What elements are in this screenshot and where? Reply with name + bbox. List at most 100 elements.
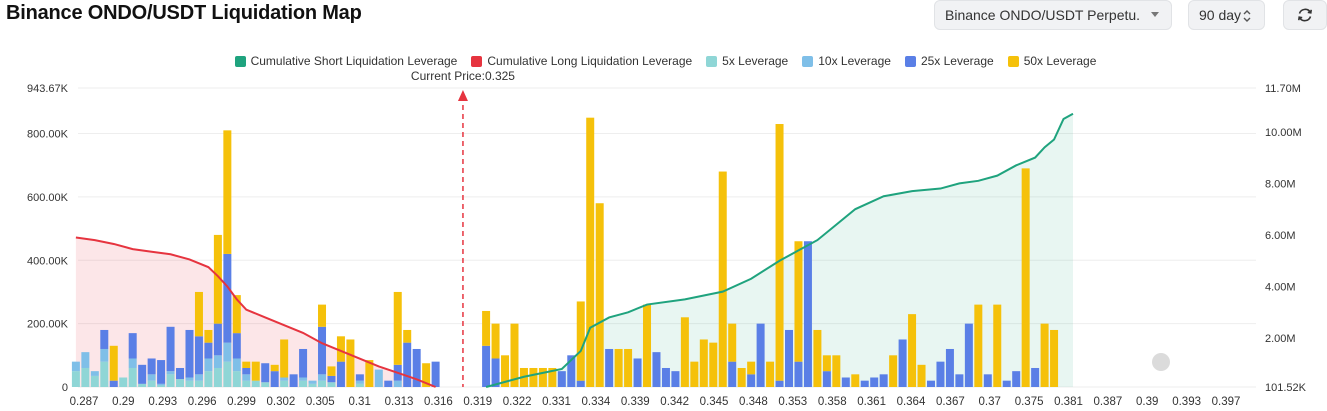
bar-segment xyxy=(737,367,746,387)
chart-legend: Cumulative Short Liquidation Leverage Cum… xyxy=(0,52,1327,70)
bar-segment xyxy=(908,314,917,387)
y-right-tick-label: 10.00M xyxy=(1265,127,1302,139)
bar-segment xyxy=(308,380,317,384)
bar-segment xyxy=(614,348,623,387)
bar-segment xyxy=(671,371,680,387)
bar-segment xyxy=(355,374,364,381)
bar-segment xyxy=(393,291,402,365)
bar-segment xyxy=(993,304,1002,387)
x-tick-label: 0.322 xyxy=(503,396,532,408)
bar-segment xyxy=(652,352,661,387)
bar-segment xyxy=(633,358,642,387)
cumulative-long-line xyxy=(75,236,436,388)
bar-segment xyxy=(346,339,355,387)
legend-item[interactable]: Cumulative Long Liquidation Leverage xyxy=(471,52,692,70)
bar-segment xyxy=(785,329,794,387)
range-select-value: 90 day xyxy=(1199,7,1242,23)
legend-label: Cumulative Long Liquidation Leverage xyxy=(487,54,693,68)
bar-segment xyxy=(299,348,308,378)
bar-segment xyxy=(138,383,147,387)
bar-segment xyxy=(794,241,803,362)
bar-segment xyxy=(605,348,614,387)
y-right-tick-label: 101.52K xyxy=(1265,382,1307,394)
bar-segment xyxy=(185,377,194,381)
bar-segment xyxy=(176,367,185,380)
bar-segment xyxy=(157,383,166,386)
bar-segment xyxy=(595,203,604,387)
bar-segment xyxy=(299,377,308,381)
bar-segment xyxy=(661,367,670,387)
bar-segment xyxy=(1031,367,1040,387)
bar-segment xyxy=(501,355,510,387)
bar-segment xyxy=(166,326,175,372)
bar-segment xyxy=(557,371,566,387)
bar-segment xyxy=(983,374,992,387)
x-tick-label: 0.364 xyxy=(897,396,926,408)
x-tick-label: 0.361 xyxy=(857,396,886,408)
legend-item[interactable]: 10x Leverage xyxy=(802,52,891,70)
bar-segment xyxy=(1050,329,1059,387)
bar-segment xyxy=(213,234,222,324)
bar-segment xyxy=(270,364,279,372)
bar-segment xyxy=(974,304,983,387)
y-right-tick-label: 8.00M xyxy=(1265,178,1296,190)
x-tick-label: 0.37 xyxy=(979,396,1001,408)
bar-segment xyxy=(261,382,270,387)
bar-segment xyxy=(138,364,147,384)
x-tick-label: 0.358 xyxy=(818,396,847,408)
bar-segment xyxy=(318,374,327,381)
bar-segment xyxy=(529,367,538,387)
cumulative-short-line xyxy=(485,112,1074,388)
bar-segment xyxy=(355,383,364,387)
bar-segment xyxy=(251,361,260,381)
chevron-updown-icon xyxy=(1243,10,1251,22)
y-left-tick-label: 800.00K xyxy=(27,129,69,141)
legend-item[interactable]: 50x Leverage xyxy=(1007,52,1096,70)
bar-segment xyxy=(955,374,964,387)
bar-segment xyxy=(803,241,812,387)
bar-segment xyxy=(299,380,308,387)
bar-segment xyxy=(775,124,784,381)
bar-segment xyxy=(213,355,222,368)
x-tick-label: 0.331 xyxy=(542,396,571,408)
bar-segment xyxy=(318,326,327,375)
bar-segment xyxy=(242,380,251,387)
x-tick-label: 0.299 xyxy=(227,396,256,408)
bar-segment xyxy=(576,380,585,387)
x-tick-label: 0.293 xyxy=(148,396,177,408)
bar-segment xyxy=(128,333,137,359)
bar-segment xyxy=(176,379,185,387)
range-select[interactable]: 90 day xyxy=(1188,0,1265,30)
bar-segment xyxy=(879,374,888,387)
bar-segment xyxy=(251,380,260,387)
bar-segment xyxy=(822,371,831,387)
bar-segment xyxy=(147,380,156,387)
bar-segment xyxy=(318,380,327,387)
bar-segment xyxy=(261,363,270,383)
pair-select-value: Binance ONDO/USDT Perpetu... xyxy=(945,7,1141,23)
bar-segment xyxy=(851,374,860,387)
bar-segment xyxy=(242,367,251,375)
legend-item[interactable]: 5x Leverage xyxy=(706,52,788,70)
legend-item[interactable]: Cumulative Short Liquidation Leverage xyxy=(234,52,457,70)
bar-segment xyxy=(422,363,431,387)
bar-segment xyxy=(223,361,232,387)
bar-segment xyxy=(690,361,699,387)
bar-segment xyxy=(576,301,585,381)
y-right-tick-label: 2.00M xyxy=(1265,333,1296,345)
watermark-icon xyxy=(1152,353,1170,371)
bar-segment xyxy=(185,380,194,387)
refresh-icon xyxy=(1298,8,1312,22)
bar-segment xyxy=(270,371,279,387)
x-tick-label: 0.353 xyxy=(778,396,807,408)
x-tick-label: 0.316 xyxy=(424,396,453,408)
pair-select[interactable]: Binance ONDO/USDT Perpetu... xyxy=(934,0,1172,30)
refresh-button[interactable] xyxy=(1283,0,1327,30)
x-tick-label: 0.375 xyxy=(1015,396,1044,408)
bar-segment xyxy=(232,358,241,372)
legend-item[interactable]: 25x Leverage xyxy=(904,52,994,70)
bar-segment xyxy=(100,329,109,349)
bar-segment xyxy=(71,371,80,387)
bar-segment xyxy=(728,361,737,387)
